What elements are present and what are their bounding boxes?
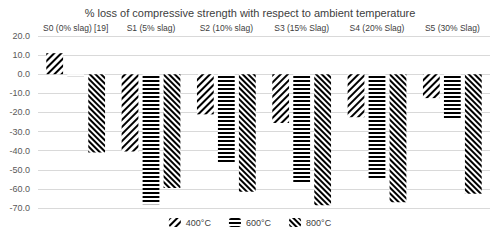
svg-text:-50.0: -50.0 [9,165,30,175]
svg-text:% loss of compressive strength: % loss of compressive strength with resp… [85,7,416,19]
svg-text:20.0: 20.0 [12,31,30,41]
svg-text:0.0: 0.0 [17,69,30,79]
svg-text:-60.0: -60.0 [9,184,30,194]
svg-text:S1 (5% slag): S1 (5% slag) [127,23,176,33]
svg-text:-70.0: -70.0 [9,203,30,213]
svg-text:-40.0: -40.0 [9,146,30,156]
svg-text:S4 (20% Slag): S4 (20% Slag) [350,23,405,33]
svg-text:-20.0: -20.0 [9,107,30,117]
svg-text:600°C: 600°C [246,218,272,228]
svg-text:800°C: 800°C [306,218,332,228]
svg-text:-30.0: -30.0 [9,127,30,137]
svg-text:400°C: 400°C [186,218,212,228]
svg-text:S5 (30% Slag): S5 (30% Slag) [425,23,480,33]
svg-text:S3 (15% Slag): S3 (15% Slag) [274,23,329,33]
svg-text:-10.0: -10.0 [9,88,30,98]
svg-text:S2 (10% slag): S2 (10% slag) [200,23,254,33]
svg-text:10.0: 10.0 [12,50,30,60]
svg-text:S0 (0% slag) [19]: S0 (0% slag) [19] [43,23,108,33]
